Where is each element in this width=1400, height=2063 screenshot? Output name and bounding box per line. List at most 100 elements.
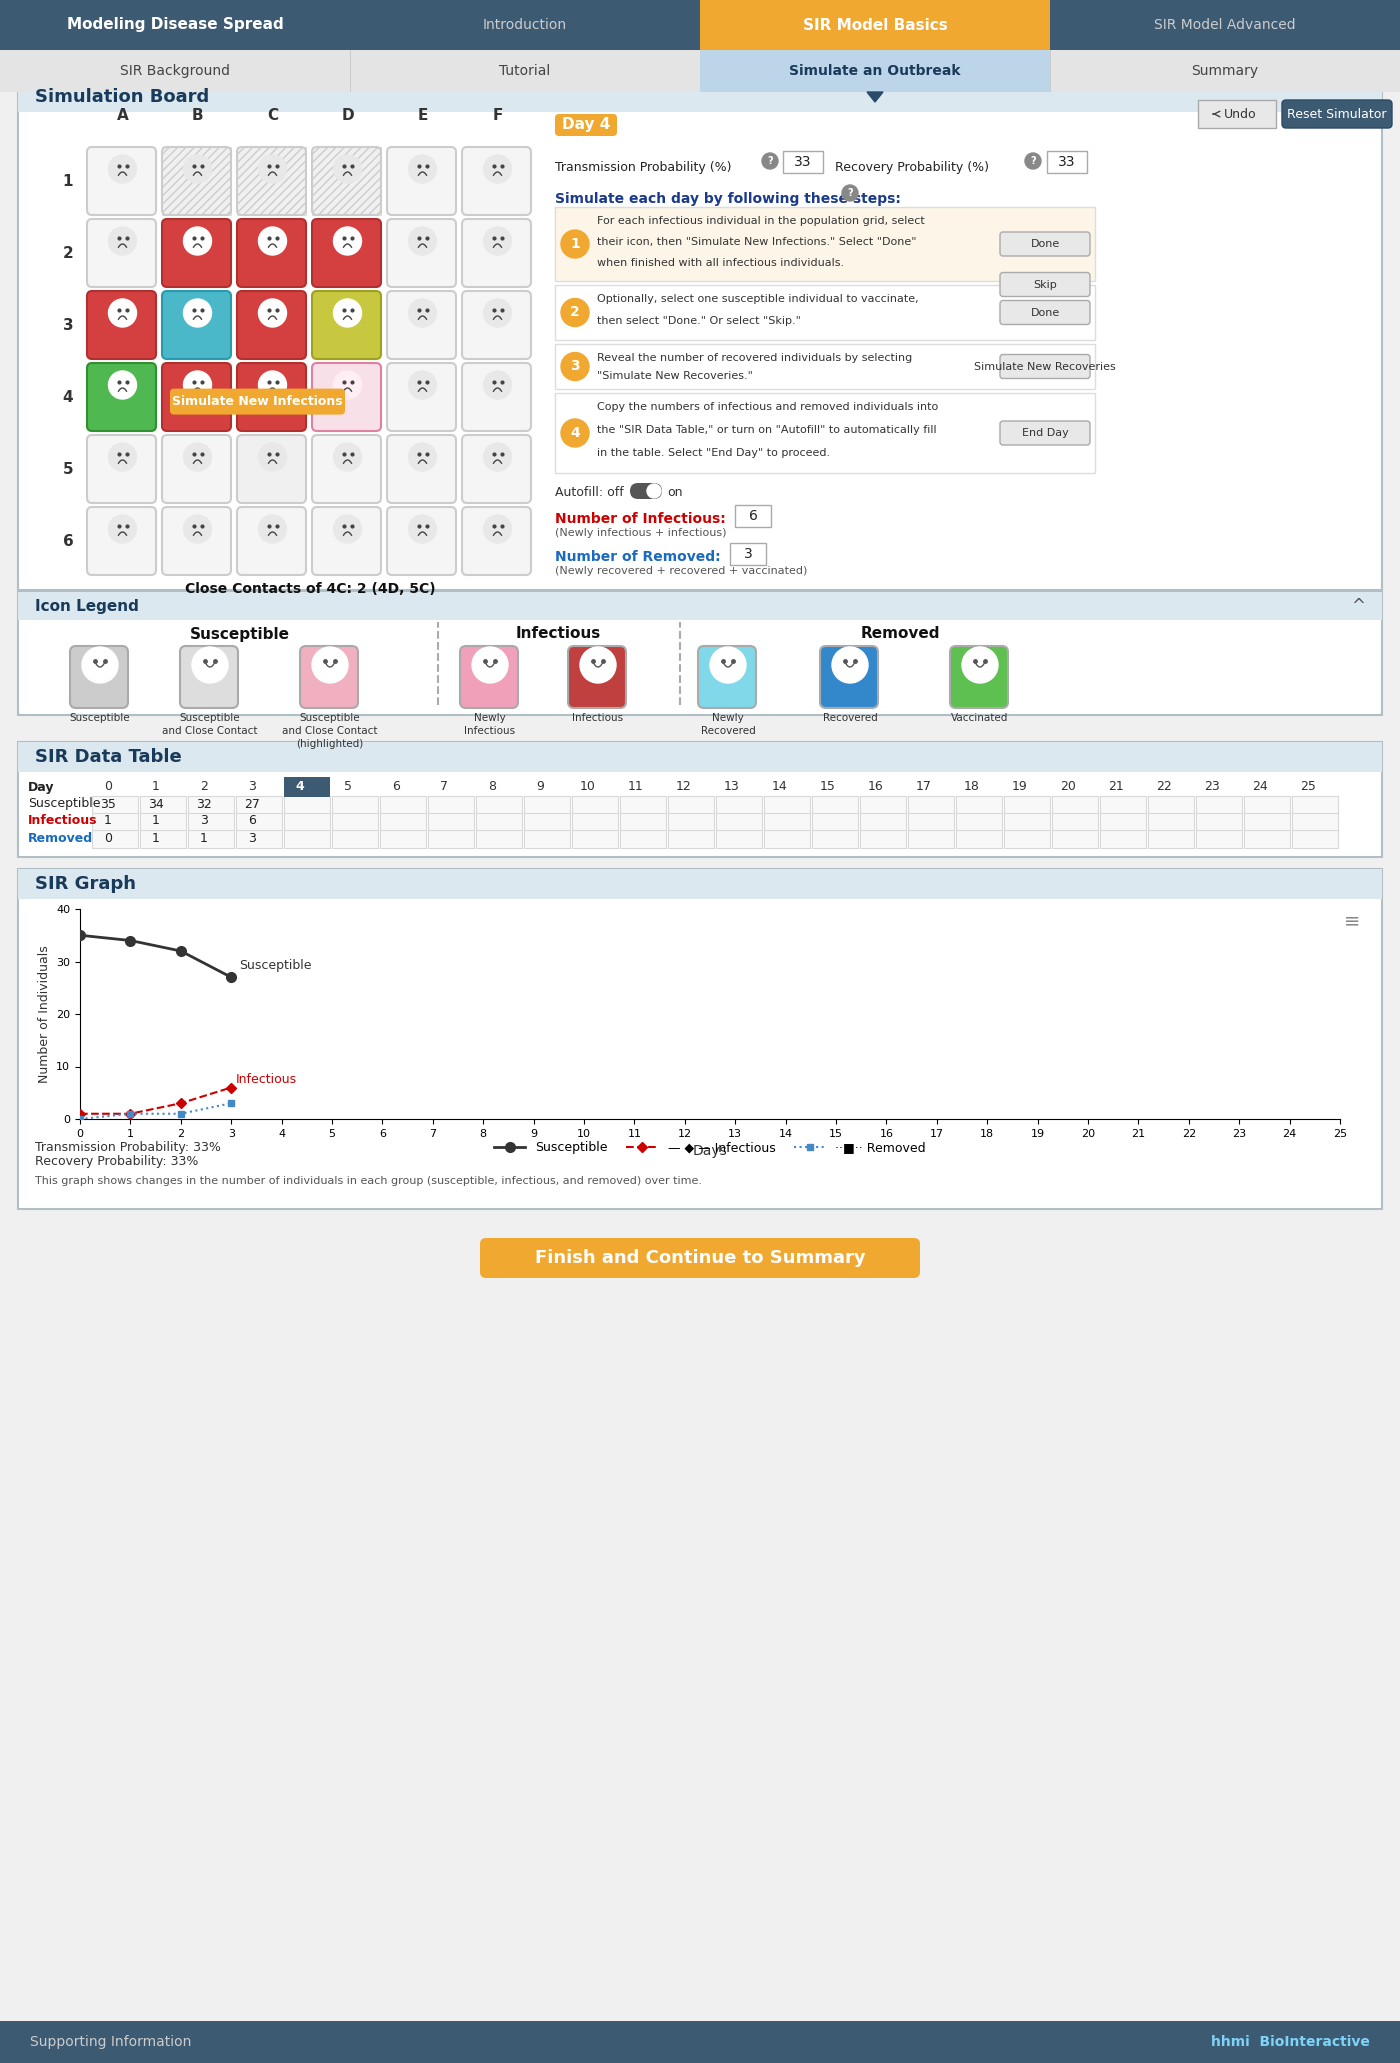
Bar (524, 796, 570, 815)
Bar (700, 0, 1050, 50)
Text: SIR Background: SIR Background (120, 64, 230, 78)
Text: Autofill: off: Autofill: off (554, 487, 624, 499)
Bar (620, 796, 666, 815)
Circle shape (483, 155, 511, 184)
Text: 1: 1 (153, 831, 160, 844)
Text: 34: 34 (148, 798, 164, 811)
Text: 33: 33 (794, 155, 812, 169)
Circle shape (259, 516, 287, 543)
FancyBboxPatch shape (462, 363, 531, 431)
Text: 24: 24 (1252, 780, 1268, 794)
Bar (715, 829, 762, 848)
Text: 3: 3 (743, 547, 752, 561)
FancyBboxPatch shape (462, 435, 531, 503)
Polygon shape (867, 93, 883, 101)
Text: Day 4: Day 4 (561, 118, 610, 132)
FancyBboxPatch shape (554, 113, 617, 136)
FancyBboxPatch shape (70, 646, 127, 708)
Text: 23: 23 (1204, 780, 1219, 794)
Text: 1: 1 (200, 831, 209, 844)
Text: Optionally, select one susceptible individual to vaccinate,: Optionally, select one susceptible indiv… (596, 295, 918, 303)
FancyBboxPatch shape (237, 507, 307, 576)
Text: Done: Done (1030, 307, 1060, 318)
Text: "Simulate New Recoveries.": "Simulate New Recoveries." (596, 371, 753, 382)
FancyBboxPatch shape (462, 291, 531, 359)
Circle shape (409, 227, 437, 256)
Circle shape (409, 516, 437, 543)
Text: Newly: Newly (713, 714, 743, 722)
Text: 1: 1 (63, 173, 73, 188)
Text: Modeling Disease Spread: Modeling Disease Spread (67, 17, 283, 33)
Bar (1051, 829, 1098, 848)
Text: Copy the numbers of infectious and removed individuals into: Copy the numbers of infectious and remov… (596, 402, 938, 413)
Text: Susceptible: Susceptible (70, 714, 130, 722)
Bar (715, 796, 762, 815)
Circle shape (841, 186, 858, 200)
Text: 6: 6 (749, 510, 757, 524)
FancyBboxPatch shape (386, 291, 456, 359)
Circle shape (472, 648, 508, 683)
FancyBboxPatch shape (386, 363, 456, 431)
Bar (18, 743, 1382, 772)
Circle shape (183, 371, 211, 398)
Bar (554, 285, 1095, 340)
Bar (312, 146, 381, 215)
Bar (1292, 796, 1338, 815)
Circle shape (483, 371, 511, 398)
Circle shape (192, 648, 228, 683)
Bar (284, 778, 330, 796)
FancyBboxPatch shape (162, 435, 231, 503)
Text: 17: 17 (916, 780, 932, 794)
Bar (237, 796, 281, 815)
Text: 18: 18 (965, 780, 980, 794)
Circle shape (762, 153, 778, 169)
Bar (1004, 796, 1050, 815)
Text: Tutorial: Tutorial (500, 64, 550, 78)
Text: Reset Simulator: Reset Simulator (1287, 107, 1387, 120)
Bar (909, 813, 953, 831)
Text: 0: 0 (104, 831, 112, 844)
Text: Susceptible: Susceptible (300, 714, 360, 722)
Text: Infectious: Infectious (28, 815, 98, 827)
Circle shape (109, 227, 137, 256)
Bar (1245, 829, 1289, 848)
Bar (668, 813, 714, 831)
Bar (860, 813, 906, 831)
Text: Finish and Continue to Summary: Finish and Continue to Summary (535, 1248, 865, 1267)
Text: 25: 25 (1301, 780, 1316, 794)
FancyBboxPatch shape (462, 146, 531, 215)
FancyBboxPatch shape (480, 1238, 920, 1277)
FancyBboxPatch shape (162, 363, 231, 431)
Bar (668, 796, 714, 815)
Circle shape (183, 516, 211, 543)
FancyBboxPatch shape (630, 483, 662, 499)
Bar (284, 829, 330, 848)
FancyBboxPatch shape (237, 146, 307, 215)
Text: 33: 33 (1058, 155, 1075, 169)
Text: 0: 0 (104, 780, 112, 794)
Bar (92, 829, 139, 848)
Circle shape (333, 155, 361, 184)
Bar (764, 829, 811, 848)
Text: D: D (342, 107, 354, 122)
FancyBboxPatch shape (237, 291, 307, 359)
Text: (highlighted): (highlighted) (297, 739, 364, 749)
Bar (237, 146, 307, 215)
Text: 3: 3 (63, 318, 73, 332)
Text: Recovery Probability: 33%: Recovery Probability: 33% (35, 1155, 199, 1168)
Circle shape (109, 371, 137, 398)
Bar (524, 813, 570, 831)
Bar (476, 813, 522, 831)
Text: C: C (267, 107, 279, 122)
FancyBboxPatch shape (87, 435, 155, 503)
Circle shape (333, 444, 361, 470)
Bar (284, 813, 330, 831)
Text: ^: ^ (1351, 596, 1365, 615)
Bar (812, 796, 858, 815)
Text: 35: 35 (99, 798, 116, 811)
Text: Simulate New Infections: Simulate New Infections (172, 396, 343, 408)
Text: This graph shows changes in the number of individuals in each group (susceptible: This graph shows changes in the number o… (35, 1176, 701, 1186)
Bar (573, 813, 617, 831)
Text: Infectious: Infectious (237, 1073, 297, 1085)
Text: 1: 1 (104, 815, 112, 827)
